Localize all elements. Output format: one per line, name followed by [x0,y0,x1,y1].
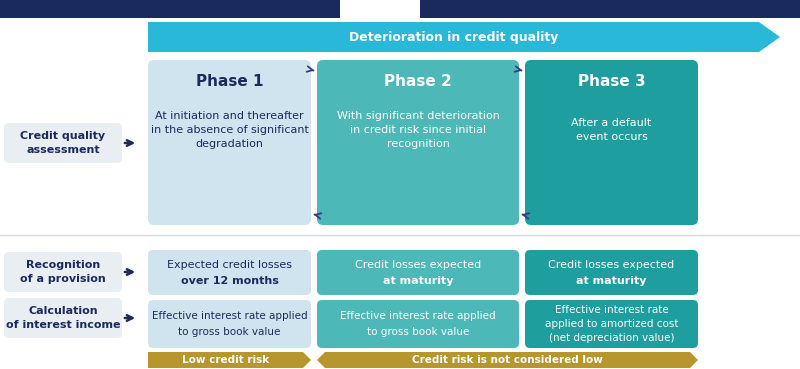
FancyBboxPatch shape [525,250,698,295]
Bar [420,0,800,18]
Text: applied to amortized cost: applied to amortized cost [545,319,678,329]
Text: Calculation
of interest income: Calculation of interest income [6,306,120,330]
Text: to gross book value: to gross book value [178,327,281,337]
Text: Phase 3: Phase 3 [578,75,646,90]
Text: Effective interest rate applied: Effective interest rate applied [340,311,496,321]
Text: at maturity: at maturity [382,276,454,286]
FancyBboxPatch shape [525,300,698,348]
Text: over 12 months: over 12 months [181,276,278,286]
Text: Expected credit losses: Expected credit losses [167,259,292,269]
Polygon shape [148,22,780,52]
Text: to gross book value: to gross book value [367,327,469,337]
FancyBboxPatch shape [317,60,519,225]
Text: Credit losses expected: Credit losses expected [548,259,674,269]
Text: Credit risk is not considered low: Credit risk is not considered low [412,355,603,365]
Bar [0,0,340,18]
Text: At initiation and thereafter
in the absence of significant
degradation: At initiation and thereafter in the abse… [150,111,309,149]
Text: Credit losses expected: Credit losses expected [355,259,481,269]
FancyBboxPatch shape [4,123,122,163]
Polygon shape [148,352,311,368]
FancyBboxPatch shape [4,298,122,338]
Text: Credit quality
assessment: Credit quality assessment [21,131,106,155]
FancyBboxPatch shape [148,250,311,295]
Text: Low credit risk: Low credit risk [182,355,269,365]
Text: (net depreciation value): (net depreciation value) [549,333,674,343]
Text: Deterioration in credit quality: Deterioration in credit quality [349,31,558,44]
Text: After a default
event occurs: After a default event occurs [571,118,652,142]
Polygon shape [317,352,698,368]
FancyBboxPatch shape [317,250,519,295]
FancyBboxPatch shape [525,60,698,225]
Text: With significant deterioration
in credit risk since initial
recognition: With significant deterioration in credit… [337,111,499,149]
FancyBboxPatch shape [4,252,122,292]
FancyBboxPatch shape [148,60,311,225]
Text: Phase 1: Phase 1 [196,75,263,90]
Text: at maturity: at maturity [576,276,646,286]
Text: Phase 2: Phase 2 [384,75,452,90]
FancyBboxPatch shape [317,300,519,348]
Text: Recognition
of a provision: Recognition of a provision [20,261,106,284]
Text: Effective interest rate applied: Effective interest rate applied [152,311,307,321]
FancyBboxPatch shape [148,300,311,348]
Text: Effective interest rate: Effective interest rate [554,305,668,315]
